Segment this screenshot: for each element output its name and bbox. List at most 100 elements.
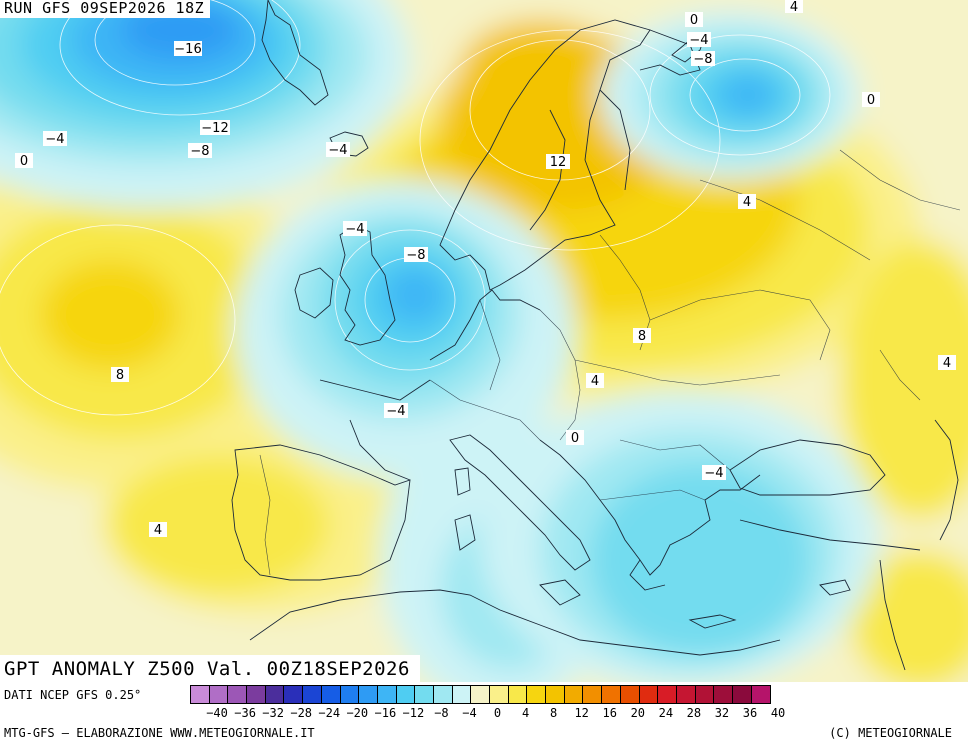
svg-text:−8: −8 <box>190 144 209 159</box>
legend-swatch <box>751 686 771 703</box>
legend-tick-label: 8 <box>550 706 558 720</box>
legend-tick-label: −4 <box>462 706 477 720</box>
legend-swatch <box>303 686 322 703</box>
legend-tick-label: 24 <box>658 706 674 720</box>
contour-label: 12 <box>546 154 570 170</box>
legend-swatch <box>321 686 341 703</box>
contour-label: 0 <box>685 12 703 28</box>
legend-swatch <box>583 686 603 703</box>
svg-text:0: 0 <box>571 431 579 446</box>
svg-text:4: 4 <box>943 356 951 371</box>
contour-label: −8 <box>188 143 212 159</box>
legend-swatch <box>546 686 565 703</box>
legend-tick-label: 28 <box>686 706 702 720</box>
svg-text:−4: −4 <box>45 132 64 147</box>
svg-text:8: 8 <box>116 368 124 383</box>
legend-swatch <box>377 686 397 703</box>
legend-swatch <box>732 686 752 703</box>
svg-text:−4: −4 <box>328 143 347 158</box>
legend-swatch <box>639 686 659 703</box>
contour-label: −8 <box>404 247 428 263</box>
coastlines <box>231 0 959 671</box>
svg-text:0: 0 <box>867 93 875 108</box>
legend-swatch <box>228 686 248 703</box>
legend-swatch <box>191 686 210 703</box>
footer: DATI NCEP GFS 0.25° −40 −36 −32 −28 −24 −20 −1… <box>0 682 968 745</box>
legend-swatch <box>564 686 584 703</box>
legend-tick-label: −8 <box>434 706 449 720</box>
contour-label: −4 <box>43 131 67 147</box>
legend-swatch <box>265 686 285 703</box>
contour-labels: −16 −12 −8 −4 0 −4 −4 −8 8 −4 12 0 −4 −8… <box>15 0 956 538</box>
legend-tick-label: 32 <box>714 706 730 720</box>
contour-label: 4 <box>938 355 956 371</box>
elaboration-credit: MTG-GFS — ELABORAZIONE WWW.METEOGIORNALE… <box>4 726 315 740</box>
legend-tick-label: −16 <box>374 706 397 720</box>
legend-tick-label: 0 <box>493 706 502 720</box>
svg-text:−8: −8 <box>406 248 425 263</box>
legend-swatch <box>490 686 509 703</box>
copyright: (C) METEOGIORNALE <box>829 726 952 740</box>
legend-swatch <box>452 686 472 703</box>
contour-label: −4 <box>326 142 350 158</box>
contour-label: −4 <box>702 465 726 481</box>
svg-text:4: 4 <box>591 374 599 389</box>
legend-swatch <box>433 686 453 703</box>
svg-text:−4: −4 <box>386 404 405 419</box>
legend-tick-label: 4 <box>521 706 530 720</box>
legend-tick-label: 40 <box>770 706 786 720</box>
legend-tick-label: −32 <box>262 706 284 720</box>
data-source: DATI NCEP GFS 0.25° <box>4 688 142 702</box>
legend-tick-label: 16 <box>602 706 617 720</box>
contour-label: 4 <box>785 0 803 15</box>
legend-swatch <box>714 686 733 703</box>
svg-text:12: 12 <box>550 155 567 170</box>
legend-swatch <box>415 686 434 703</box>
borders <box>259 149 961 576</box>
legend-swatch <box>620 686 640 703</box>
svg-text:8: 8 <box>638 329 646 344</box>
contour-label: 8 <box>111 367 129 383</box>
svg-text:−8: −8 <box>693 52 712 67</box>
legend-tick-label: −24 <box>318 706 341 720</box>
legend-swatch <box>359 686 378 703</box>
legend-tick-label: −36 <box>234 706 256 720</box>
contour-label: 0 <box>15 153 33 169</box>
svg-text:4: 4 <box>790 0 798 15</box>
contour-label: −16 <box>174 41 202 57</box>
run-label: RUN GFS 09SEP2026 18Z <box>0 0 211 18</box>
svg-text:−12: −12 <box>201 121 228 136</box>
legend-swatch <box>676 686 696 703</box>
svg-text:0: 0 <box>690 13 698 28</box>
legend-swatch <box>508 686 528 703</box>
svg-text:−16: −16 <box>174 42 201 57</box>
legend-tick-label: −40 <box>206 706 228 720</box>
legend-swatch <box>695 686 715 703</box>
legend-tick-label: −12 <box>402 706 425 720</box>
legend-swatch <box>471 686 490 703</box>
svg-text:−4: −4 <box>689 33 708 48</box>
legend-swatch <box>527 686 547 703</box>
legend-swatch <box>658 686 677 703</box>
contour-label: 8 <box>633 328 651 344</box>
contour-label: 4 <box>586 373 604 389</box>
legend-swatch <box>284 686 304 703</box>
svg-text:−4: −4 <box>704 466 723 481</box>
anomaly-map: −16 −12 −8 −4 0 −4 −4 −8 8 −4 12 0 −4 −8… <box>0 0 968 682</box>
legend-swatch <box>602 686 621 703</box>
legend-swatch <box>396 686 416 703</box>
contour-label: −4 <box>384 403 408 419</box>
contour-label: −4 <box>343 221 367 237</box>
contour-label: −12 <box>200 120 230 136</box>
contour-label: 4 <box>149 522 167 538</box>
legend-tick-label: 20 <box>630 706 646 720</box>
svg-text:0: 0 <box>20 154 28 169</box>
color-legend <box>190 685 772 704</box>
legend-swatch <box>209 686 229 703</box>
map-title: GPT ANOMALY Z500 Val. 00Z18SEP2026 <box>0 655 420 682</box>
svg-text:4: 4 <box>154 523 162 538</box>
legend-tick-label: 12 <box>574 706 589 720</box>
legend-ticks: −40 −36 −32 −28 −24 −20 −16 −12 −8 −4 0 4 8 12 16 20 24 2… <box>190 706 968 722</box>
contour-label: 4 <box>738 194 756 210</box>
